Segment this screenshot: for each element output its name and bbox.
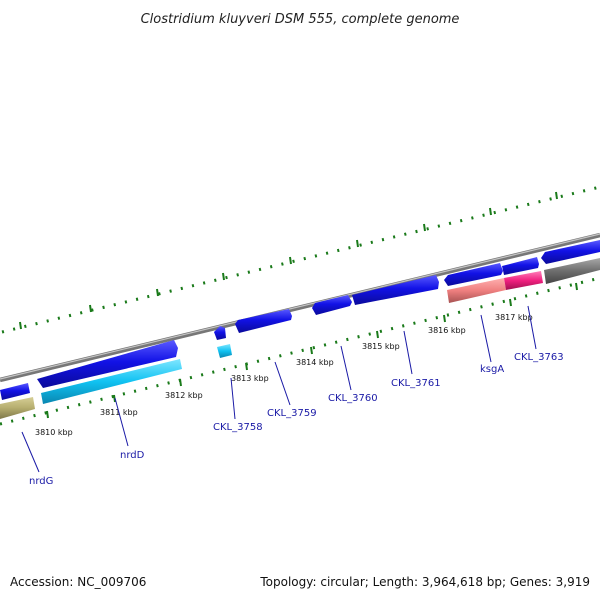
gene-arrow-ckl3760-fwd[interactable] xyxy=(312,295,352,315)
gene-labels: nrdG nrdD CKL_3758 CKL_3759 CKL_3760 CKL… xyxy=(29,352,564,487)
tick-label: 3814 kbp xyxy=(296,358,334,367)
band-cyan[interactable] xyxy=(41,359,182,404)
tick-label: 3817 kbp xyxy=(495,313,533,322)
gene-label-ckl3760[interactable]: CKL_3760 xyxy=(328,393,378,404)
tick-label: 3816 kbp xyxy=(428,326,466,335)
gene-label-nrdG[interactable]: nrdG xyxy=(29,476,53,487)
gene-arrow-ckl3758-fwd[interactable] xyxy=(214,326,226,340)
map-title: Clostridium kluyveri DSM 555, complete g… xyxy=(141,12,460,27)
band-magenta[interactable] xyxy=(504,271,543,290)
upper-major-ticks xyxy=(19,191,558,330)
gene-arrow-nrdG-fwd[interactable] xyxy=(0,383,30,400)
gene-arrow-next-fwd[interactable] xyxy=(541,240,600,264)
gene-label-nrdD[interactable]: nrdD xyxy=(120,450,145,461)
tick-label: 3812 kbp xyxy=(165,391,203,400)
accession-text: Accession: NC_009706 xyxy=(10,575,146,589)
tick-label: 3815 kbp xyxy=(362,342,400,351)
band-olive[interactable] xyxy=(0,397,35,419)
tick-label: 3810 kbp xyxy=(35,428,73,437)
gene-label-ckl3758[interactable]: CKL_3758 xyxy=(213,422,263,433)
gene-arrow-nrdD-fwd[interactable] xyxy=(37,340,178,388)
genome-summary-text: Topology: circular; Length: 3,964,618 bp… xyxy=(259,575,590,589)
gene-arrow-ckl3761-fwd[interactable] xyxy=(352,275,439,305)
band-pink[interactable] xyxy=(447,278,506,303)
gene-label-ckl3761[interactable]: CKL_3761 xyxy=(391,378,441,389)
gene-arrow-ckl3759-fwd[interactable] xyxy=(235,309,292,333)
gene-arrow-ckl3763-fwd[interactable] xyxy=(502,257,539,275)
backbone-highlight xyxy=(0,233,600,380)
gene-arrow-ksgA-fwd[interactable] xyxy=(444,263,503,286)
gene-label-ckl3763[interactable]: CKL_3763 xyxy=(514,352,564,363)
genome-backbone xyxy=(0,232,600,383)
forward-strand-genes xyxy=(0,240,600,400)
tick-label: 3813 kbp xyxy=(231,374,269,383)
gene-label-ckl3759[interactable]: CKL_3759 xyxy=(267,408,317,419)
lower-major-ticks xyxy=(46,282,578,419)
gene-label-ksgA[interactable]: ksgA xyxy=(480,364,504,375)
band-cyan-small[interactable] xyxy=(217,344,232,358)
gene-leader-lines xyxy=(21,305,537,473)
feature-bands xyxy=(0,258,600,419)
band-gray[interactable] xyxy=(544,258,600,284)
